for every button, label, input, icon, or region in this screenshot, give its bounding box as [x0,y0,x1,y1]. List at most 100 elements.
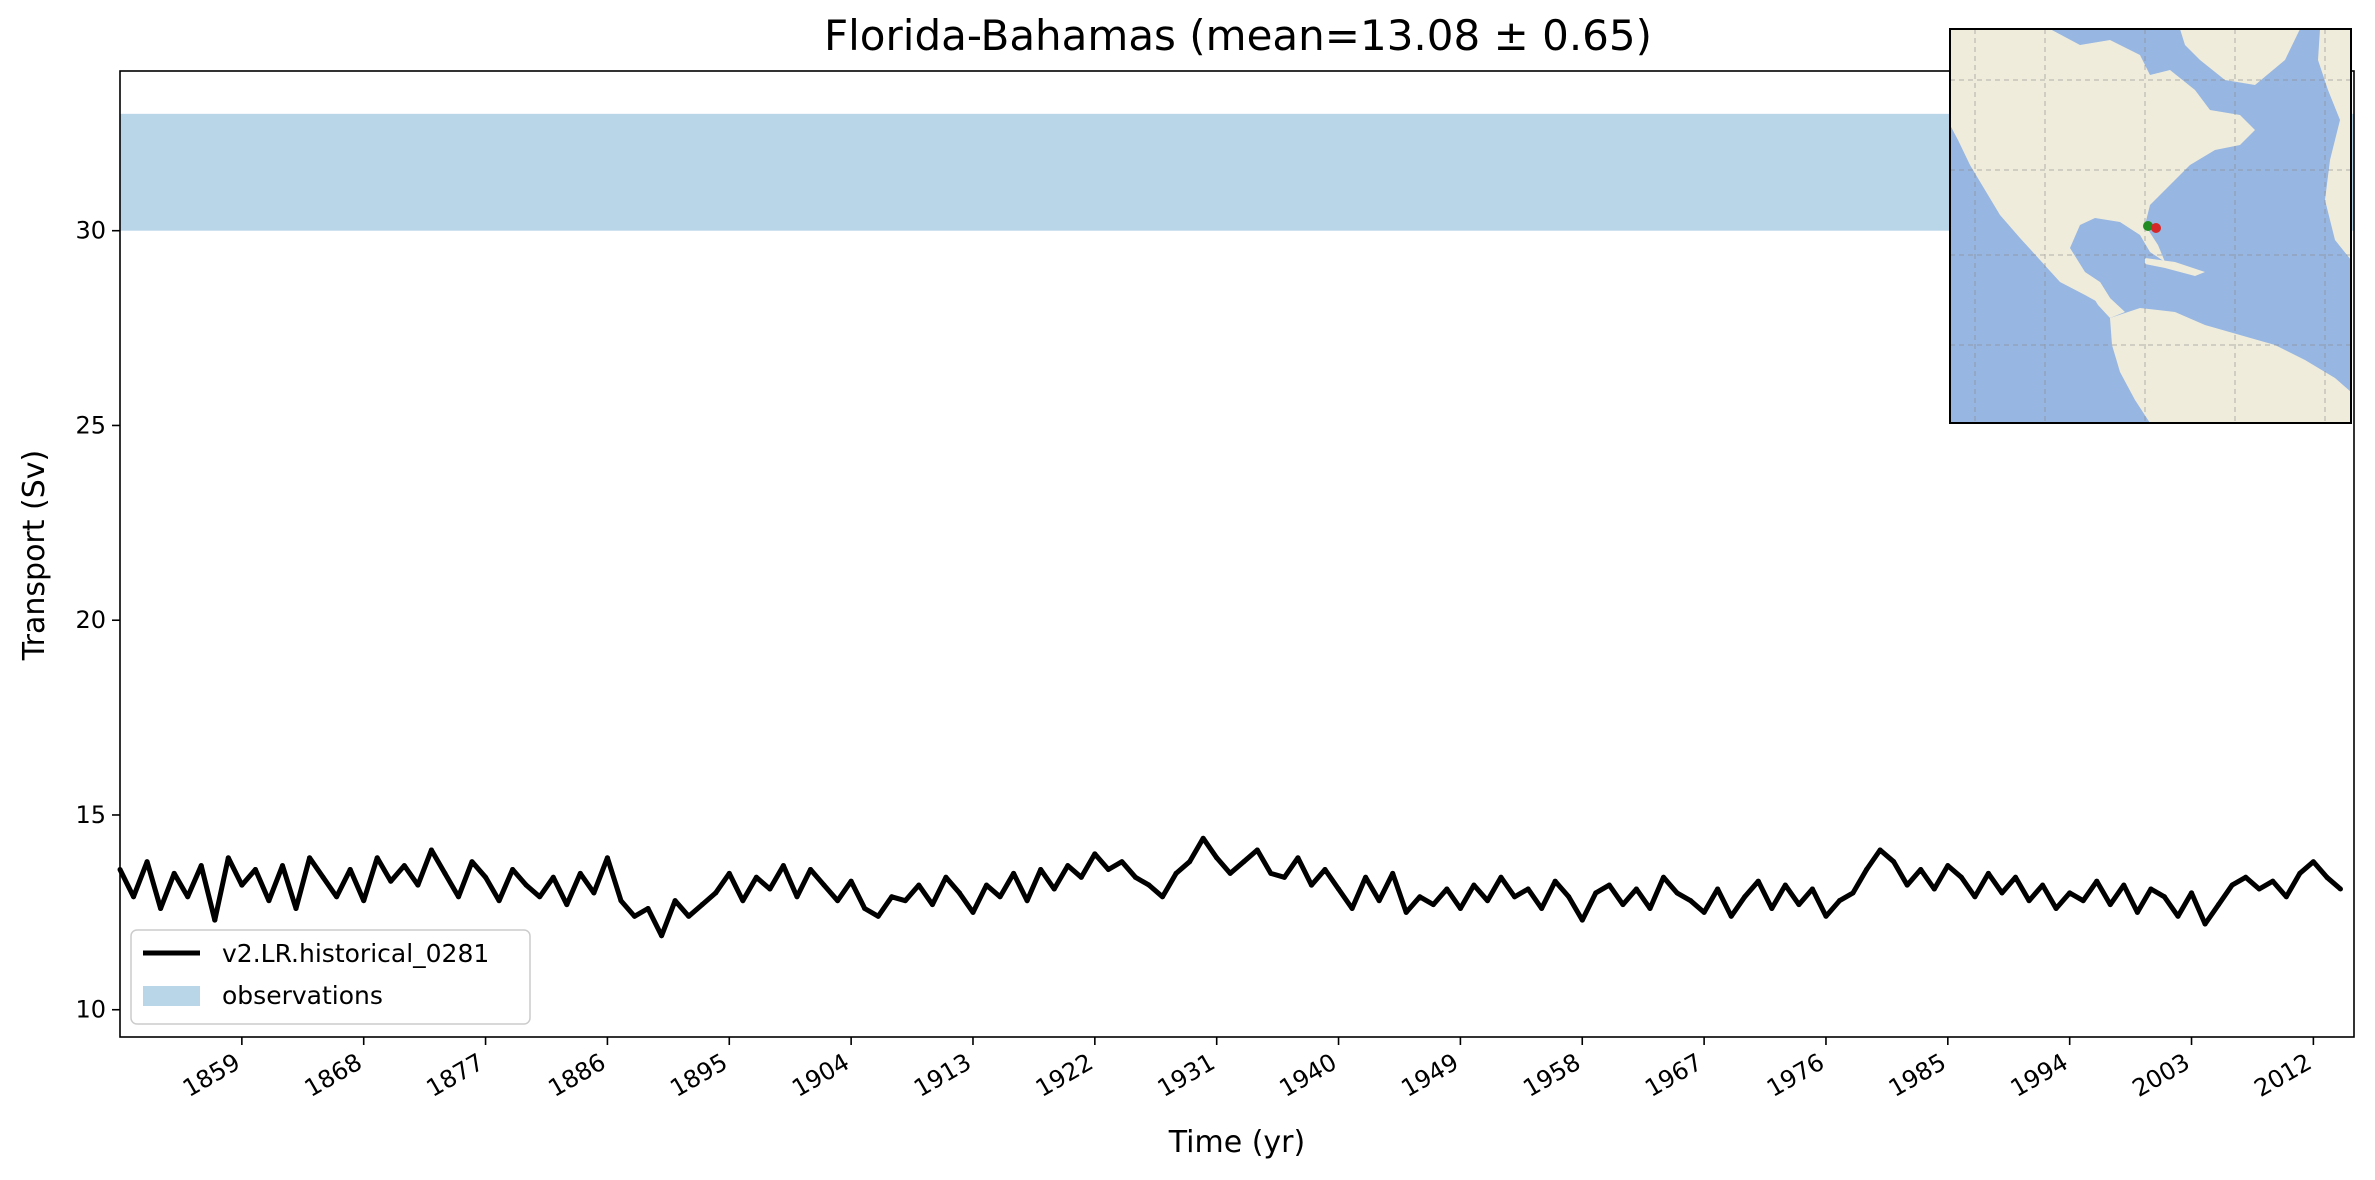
series-point [2040,882,2046,888]
series-point [1958,874,1964,880]
series-point [929,902,935,908]
series-point [1092,851,1098,857]
series-point [158,905,164,911]
series-point [1796,902,1802,908]
series-point [1078,874,1084,880]
series-point [1674,890,1680,896]
series-point [1065,863,1071,869]
series-point [1904,882,1910,888]
series-point [1512,894,1518,900]
series-point [252,867,258,873]
map-south-america [2110,308,2351,423]
series-point [225,855,231,861]
series-point [1985,870,1991,876]
series-point [1660,874,1666,880]
series-point [1864,867,1870,873]
series-point [916,882,922,888]
series-point [293,905,299,911]
series-point [1024,898,1030,904]
series-point [2094,878,2100,884]
series-point [1972,894,1978,900]
series-point [198,863,204,869]
series-point [1268,870,1274,876]
series-point [212,917,218,923]
inset-map [1949,28,2352,424]
series-point [1728,913,1734,919]
series-point [686,913,692,919]
series-point [1363,874,1369,880]
series-point [821,882,827,888]
series-point [347,867,353,873]
chart-title: Florida-Bahamas (mean=13.08 ± 0.65) [824,11,1652,60]
series-point [984,882,990,888]
series-point [2107,902,2113,908]
green-marker-icon [2143,221,2153,231]
series-point [1457,905,1463,911]
series-point [1484,898,1490,904]
series-point [1336,886,1342,892]
series-point [496,898,502,904]
series-point [1227,870,1233,876]
map-old-world [2318,29,2351,260]
series-point [131,894,137,900]
series-point [2026,898,2032,904]
series-point [2148,886,2154,892]
series-point [1160,894,1166,900]
series-point [1308,882,1314,888]
series-point [442,870,448,876]
series-point [1931,886,1937,892]
series-point [2067,890,2073,896]
legend-band-swatch [143,986,200,1006]
series-point [2080,898,2086,904]
series-points [117,835,2343,939]
series-point [1566,894,1572,900]
series-point [374,855,380,861]
series-point [185,894,191,900]
series-point [604,855,610,861]
series-point [875,913,881,919]
series-point [794,894,800,900]
y-tick-label: 30 [75,217,106,245]
y-axis-ticks: 10 15 20 25 30 [75,217,120,1024]
series-point [415,882,421,888]
series-point [279,863,285,869]
x-axis-label: Time (yr) [1168,1125,1305,1160]
series-point [2270,878,2276,884]
series-point [1945,863,1951,869]
map-greenland [2180,29,2300,85]
series-point [1782,882,1788,888]
series-point [2229,882,2235,888]
series-point [1823,913,1829,919]
series-point [1850,890,1856,896]
series-point [239,882,245,888]
series-point [171,870,177,876]
series-point [808,867,814,873]
series-point [2121,882,2127,888]
series-point [510,867,516,873]
series-point [1200,835,1206,841]
series-point [523,882,529,888]
legend-box [130,929,531,1025]
series-point [1579,917,1585,923]
series-point [1471,882,1477,888]
series-point [144,859,150,865]
series-point [1525,886,1531,892]
series-point [2134,909,2140,915]
series-point [2337,886,2343,892]
series-point [537,894,543,900]
series-point [1187,859,1193,865]
series-point [902,898,908,904]
series-point [997,894,1003,900]
y-axis-label: Transport (Sv) [17,450,52,662]
series-point [1620,902,1626,908]
series-point [2256,886,2262,892]
legend-label-observations: observations [222,981,383,1010]
series-point [266,898,272,904]
series-point [889,894,895,900]
series-point [672,898,678,904]
series-point [2243,874,2249,880]
series-point [1322,867,1328,873]
map-central-america [2090,282,2125,318]
series-point [1742,894,1748,900]
